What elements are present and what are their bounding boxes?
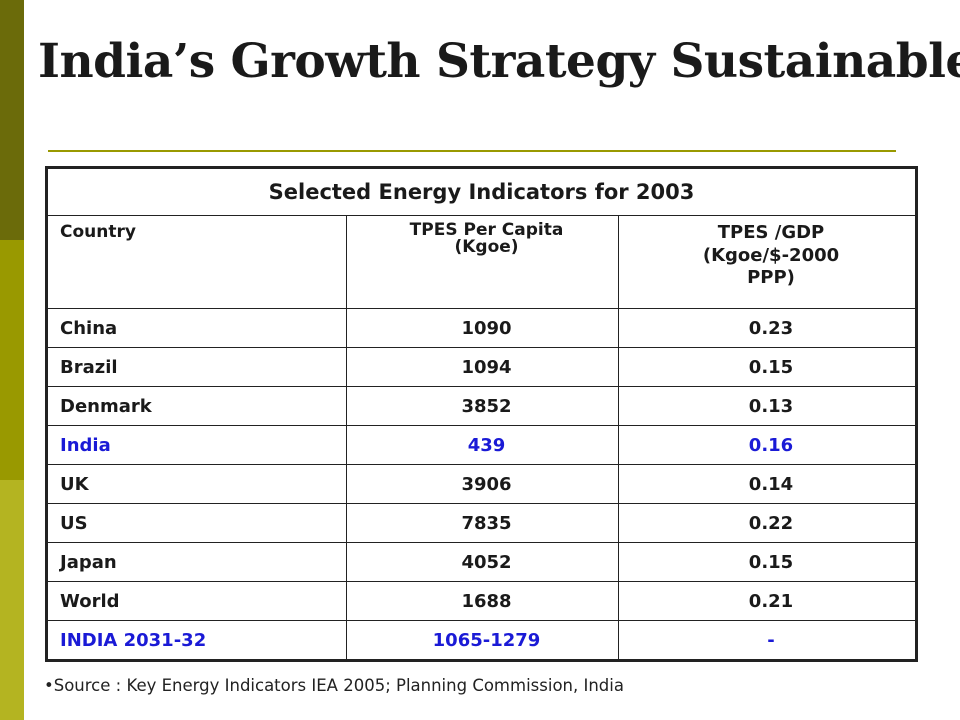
per-capita-cell: 1094 xyxy=(346,347,619,387)
table-row: Brazil 1094 0.15 xyxy=(46,347,918,387)
country-cell: Japan xyxy=(46,542,347,582)
table-row: UK 3906 0.14 xyxy=(46,464,918,504)
country-cell: US xyxy=(46,503,347,543)
table-row: US 7835 0.22 xyxy=(46,503,918,543)
table-caption-row: Selected Energy Indicators for 2003 xyxy=(45,167,918,216)
per-capita-cell: 3906 xyxy=(346,464,619,504)
energy-indicators-table: Selected Energy Indicators for 2003 Coun… xyxy=(45,166,919,662)
header-tpes-gdp-line1: TPES /GDP xyxy=(717,222,825,243)
table-header-row: Country TPES Per Capita (Kgoe) TPES /GDP… xyxy=(46,215,918,309)
country-cell: India xyxy=(46,425,347,465)
header-tpes-per-capita: TPES Per Capita (Kgoe) xyxy=(346,215,619,309)
header-tpes-per-capita-line1: TPES Per Capita xyxy=(409,220,564,240)
per-gdp-cell: 0.22 xyxy=(617,503,918,543)
per-capita-cell: 4052 xyxy=(346,542,619,582)
header-tpes-gdp-line2: (Kgoe/$-2000 xyxy=(702,244,840,266)
source-note: •Source : Key Energy Indicators IEA 2005… xyxy=(44,676,624,695)
per-capita-cell: 7835 xyxy=(346,503,619,543)
per-gdp-cell: 0.15 xyxy=(617,347,918,387)
per-capita-cell: 1090 xyxy=(346,308,619,348)
table-row: Denmark 3852 0.13 xyxy=(46,386,918,426)
country-cell: Denmark xyxy=(46,386,347,426)
per-capita-cell: 3852 xyxy=(346,386,619,426)
header-country: Country xyxy=(46,215,347,309)
table-caption: Selected Energy Indicators for 2003 xyxy=(45,167,918,216)
header-tpes-per-capita-line2: (Kgoe) xyxy=(454,237,519,257)
country-cell: World xyxy=(46,581,347,621)
per-capita-cell: 1688 xyxy=(346,581,619,621)
per-gdp-cell: 0.15 xyxy=(617,542,918,582)
table-row: China 1090 0.23 xyxy=(46,308,918,348)
per-gdp-cell: 0.23 xyxy=(617,308,918,348)
table-row: Japan 4052 0.15 xyxy=(46,542,918,582)
country-cell: UK xyxy=(46,464,347,504)
country-cell: INDIA 2031-32 xyxy=(46,620,347,661)
per-gdp-cell: 0.14 xyxy=(617,464,918,504)
country-cell: China xyxy=(46,308,347,348)
table-row-highlighted: INDIA 2031-32 1065-1279 - xyxy=(46,620,918,661)
per-gdp-cell: 0.16 xyxy=(617,425,918,465)
per-gdp-cell: 0.13 xyxy=(617,386,918,426)
per-capita-cell: 439 xyxy=(346,425,619,465)
sidebar-accent-middle xyxy=(0,240,24,480)
per-gdp-cell: 0.21 xyxy=(617,581,918,621)
slide-title: India’s Growth Strategy Sustainable xyxy=(38,34,960,89)
sidebar-accent-bottom xyxy=(0,480,24,720)
per-gdp-cell: - xyxy=(617,620,918,661)
table-row: World 1688 0.21 xyxy=(46,581,918,621)
table-row-highlighted: India 439 0.16 xyxy=(46,425,918,465)
sidebar-accent-top xyxy=(0,0,24,240)
title-divider xyxy=(48,150,896,152)
per-capita-cell: 1065-1279 xyxy=(346,620,619,661)
country-cell: Brazil xyxy=(46,347,347,387)
header-tpes-gdp: TPES /GDP (Kgoe/$-2000 PPP) xyxy=(617,215,918,309)
header-tpes-gdp-line3: PPP) xyxy=(747,267,795,288)
